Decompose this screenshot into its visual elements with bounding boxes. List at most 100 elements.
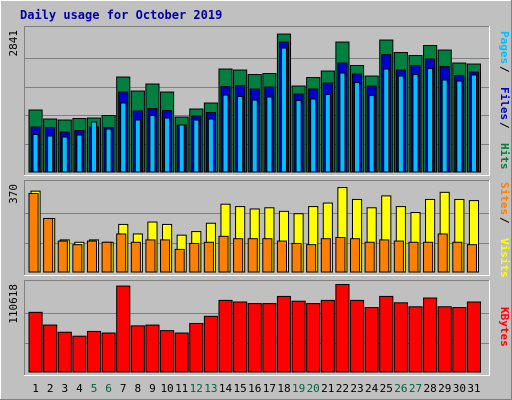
day-label-16: 16 (248, 382, 261, 395)
legend-label-kbytes: KBytes (498, 307, 511, 347)
bar-kbytes-day-30 (452, 307, 467, 373)
bar-sites-day-31 (466, 244, 478, 273)
day-label-8: 8 (135, 382, 142, 395)
day-label-15: 15 (234, 382, 247, 395)
bar-pages-day-15 (237, 96, 244, 173)
legend-label-hits: Hits (498, 143, 511, 170)
bar-sites-day-1 (28, 193, 39, 273)
day-label-22: 22 (336, 382, 349, 395)
legend-separator: / (498, 122, 511, 129)
bar-sites-day-28 (423, 241, 434, 273)
day-label-24: 24 (365, 382, 379, 395)
bar-kbytes-day-11 (174, 332, 189, 373)
day-label-7: 7 (120, 382, 127, 395)
bar-pages-day-31 (470, 74, 478, 173)
bar-sites-day-5 (86, 240, 98, 273)
bar-kbytes-day-22 (335, 283, 350, 373)
day-label-19: 19 (292, 382, 305, 395)
bar-pages-day-1 (32, 134, 39, 173)
day-label-1: 1 (32, 382, 39, 395)
bar-kbytes-day-7 (116, 285, 131, 373)
day-label-29: 29 (438, 382, 451, 395)
day-label-17: 17 (263, 382, 276, 395)
day-label-20: 20 (307, 382, 320, 395)
bar-pages-day-17 (266, 96, 273, 173)
bar-kbytes-day-23 (349, 299, 365, 373)
bar-kbytes-day-18 (276, 295, 292, 373)
bar-pages-day-23 (353, 82, 361, 173)
panel-visits-sites-ymax-label: 370 (7, 184, 20, 204)
bar-pages-day-19 (295, 100, 302, 173)
day-label-2: 2 (47, 382, 54, 395)
bar-kbytes-day-1 (28, 311, 43, 373)
bar-pages-day-11 (178, 124, 185, 173)
legend-label-files: Files (498, 87, 511, 120)
bar-sites-day-13 (203, 241, 214, 273)
bar-sites-day-12 (189, 242, 200, 273)
bar-sites-day-2 (43, 217, 54, 273)
bar-sites-day-29 (437, 233, 448, 273)
bar-pages-day-13 (207, 118, 214, 173)
bar-sites-day-17 (262, 238, 273, 273)
bar-kbytes-day-10 (160, 330, 175, 373)
panel-kbytes-right-legend: KBytes (498, 307, 511, 347)
bar-pages-day-20 (310, 98, 317, 173)
bar-sites-day-7 (116, 233, 127, 273)
day-label-28: 28 (423, 382, 436, 395)
bar-sites-day-18 (276, 240, 288, 273)
legend-label-pages: Pages (498, 31, 511, 64)
chart-panels: 2841 Pages / Files / Hits 370 Sites / Visit… (7, 26, 511, 376)
bar-pages-day-25 (383, 68, 390, 173)
day-axis: 1 2 3 4 5 6 7 8 9 10 11 12 13 14 15 16 17 18 19 20 21 22 23 24 2… (32, 382, 480, 395)
bar-sites-day-16 (247, 238, 258, 273)
bar-sites-day-19 (291, 242, 302, 273)
bar-sites-day-11 (174, 248, 185, 273)
bar-sites-day-10 (160, 239, 171, 273)
bar-kbytes-day-20 (306, 303, 321, 373)
legend-label-visits: Visits (498, 238, 511, 278)
day-label-25: 25 (380, 382, 393, 395)
day-label-14: 14 (219, 382, 233, 395)
bar-sites-day-3 (57, 240, 68, 273)
day-label-11: 11 (175, 382, 188, 395)
bar-kbytes-day-24 (364, 307, 379, 373)
bar-pages-day-24 (368, 95, 375, 173)
bar-pages-day-30 (456, 80, 463, 173)
bar-kbytes-day-4 (72, 335, 87, 373)
bar-kbytes-day-16 (247, 303, 262, 373)
day-label-21: 21 (321, 382, 334, 395)
bar-pages-day-22 (339, 72, 346, 173)
bar-kbytes-day-6 (101, 332, 116, 373)
chart-title: Daily usage for October 2019 (20, 8, 222, 22)
day-label-5: 5 (91, 382, 98, 395)
bar-sites-day-23 (349, 238, 361, 273)
bar-sites-day-20 (306, 244, 317, 273)
bar-sites-day-9 (145, 239, 156, 273)
bar-pages-day-10 (164, 117, 171, 173)
bar-sites-day-27 (408, 241, 419, 273)
bar-kbytes-day-25 (379, 295, 394, 373)
day-label-6: 6 (105, 382, 112, 395)
panel-hits-files-pages-ymax-label: 2841 (7, 30, 20, 57)
panel-hits-files-pages-right-legend: Pages / Files / Hits (498, 31, 511, 170)
bar-kbytes-day-26 (393, 302, 408, 373)
bar-pages-day-7 (120, 102, 127, 173)
bar-kbytes-day-3 (57, 331, 72, 373)
bar-kbytes-day-17 (262, 303, 277, 373)
bar-sites-day-6 (101, 241, 112, 273)
bar-sites-day-14 (218, 235, 229, 273)
bar-sites-day-25 (379, 239, 390, 273)
bar-kbytes-day-15 (233, 301, 248, 373)
bar-pages-day-6 (105, 128, 112, 173)
day-label-4: 4 (76, 382, 83, 395)
legend-separator: / (498, 66, 511, 73)
bar-kbytes-day-5 (86, 330, 102, 373)
bar-pages-day-26 (397, 75, 404, 173)
bar-pages-day-4 (76, 134, 83, 173)
day-label-31: 31 (467, 382, 480, 395)
bar-kbytes-day-27 (408, 306, 423, 373)
bar-pages-day-8 (134, 119, 141, 173)
bar-sites-day-4 (72, 244, 83, 273)
